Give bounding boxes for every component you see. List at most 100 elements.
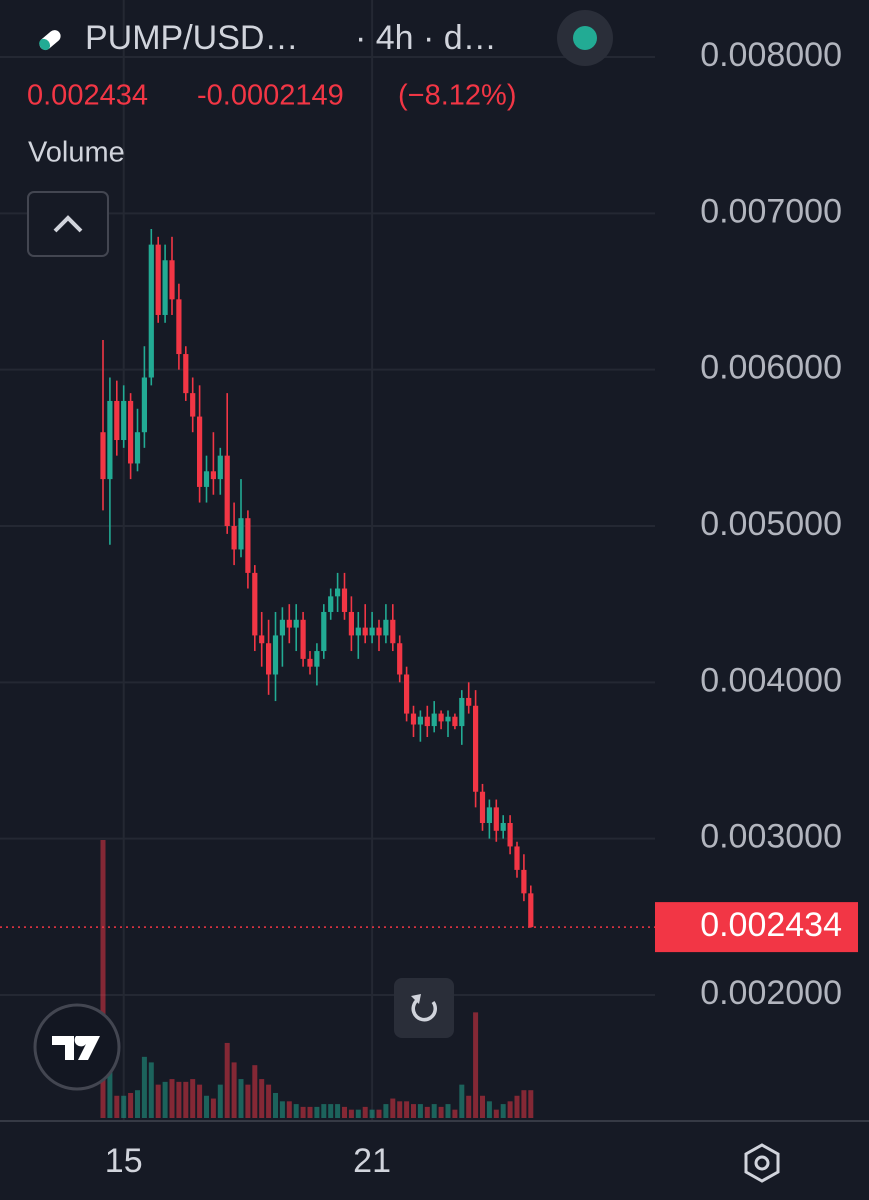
y-tick-label: 0.002000 [700,974,842,1012]
candle-body [404,674,410,714]
candle-body [231,526,237,550]
candle-body [217,455,223,480]
volume-bar [114,1095,120,1118]
settings-button[interactable] [744,1143,780,1183]
candle-body [300,619,306,659]
volume-bar [279,1101,285,1118]
candle-body [128,400,134,464]
candle-body [376,627,382,636]
candle-body [190,393,196,417]
candle-body [341,588,348,612]
y-tick-label: 0.006000 [700,349,842,387]
candle-body [369,627,375,636]
volume-bar [348,1109,354,1118]
volume-bar [141,1056,147,1118]
volume-bar [197,1084,203,1118]
volume-bar [176,1081,182,1118]
volume-bar [417,1104,423,1118]
volume-bar [328,1104,334,1118]
logo[interactable] [33,1003,121,1091]
candle-body [321,611,327,652]
candle-body [397,643,403,675]
candle-body [362,627,368,636]
y-tick-label: 0.005000 [700,505,842,543]
symbol[interactable]: PUMP/USD… [85,19,298,57]
volume-bar [224,1042,230,1118]
candle-body [500,823,506,831]
volume-bar [321,1104,327,1118]
candle-body [134,432,141,464]
candle-body [514,846,520,870]
candle-body [493,807,499,831]
volume-bar [121,1095,127,1118]
y-tick-label: 0.008000 [700,36,842,74]
volume-bar [383,1104,389,1118]
volume-label: Volume [28,137,125,169]
volume-bar [335,1104,341,1118]
status-dot [573,26,597,50]
volume-bar [521,1090,527,1118]
candle-body [521,869,527,894]
candle-body [445,716,451,722]
candle-body [100,432,106,480]
candle-body [169,260,175,300]
volume-bar [155,1084,161,1118]
volume-bar [362,1106,368,1118]
volume-bar [514,1095,520,1118]
candle-body [293,619,299,628]
volume-bar [404,1101,410,1118]
candle-body [224,455,230,527]
volume-bar [411,1104,416,1118]
volume-bar [459,1084,465,1118]
candle-body [410,713,417,725]
volume-bar [507,1101,513,1118]
candle-body [307,658,313,667]
volume-bar [238,1079,244,1118]
volume-bar [169,1079,175,1118]
volume-bar [397,1101,403,1118]
reset-arrow [411,994,421,1004]
volume-bar [342,1106,347,1118]
volume-bar [473,1012,479,1118]
volume-bar [217,1084,223,1118]
candle-body [141,377,147,433]
symbol-icon [39,30,61,51]
volume-bar [431,1104,437,1118]
candle-body [459,697,465,727]
volume-bar [231,1062,237,1118]
volume-bar [107,1062,113,1118]
volume-bar [266,1084,272,1118]
candle-body [266,643,272,675]
volume-bar [314,1106,320,1118]
reset-icon [411,997,437,1022]
volume-bar [162,1081,168,1118]
candle-body [272,635,279,675]
candle-body [417,716,423,725]
volume-bar [286,1101,292,1118]
volume-bar [183,1081,189,1118]
candle-body [259,635,265,644]
candle-body [479,791,486,824]
candle-body [473,705,479,792]
candle-body [279,619,285,636]
collapse-button[interactable] [27,191,109,257]
candle-body [176,299,182,355]
volume-bar [210,1098,216,1118]
plot [0,229,655,1118]
y-tick-label: 0.007000 [700,192,842,230]
volume-bar [204,1095,209,1118]
candle-body [335,588,341,597]
volume-bar [390,1098,396,1118]
collapse-icon [53,215,83,233]
candle-body [121,400,127,441]
reset-button[interactable] [394,978,454,1038]
volume-bar [500,1104,506,1118]
volume-bar [493,1109,499,1118]
volume-bar [190,1079,196,1118]
volume-bar [486,1101,492,1118]
interval[interactable]: · 4h · d… [355,19,497,57]
volume-bar [148,1062,154,1118]
volume-bar [452,1109,458,1118]
volume-bar [100,840,106,1118]
